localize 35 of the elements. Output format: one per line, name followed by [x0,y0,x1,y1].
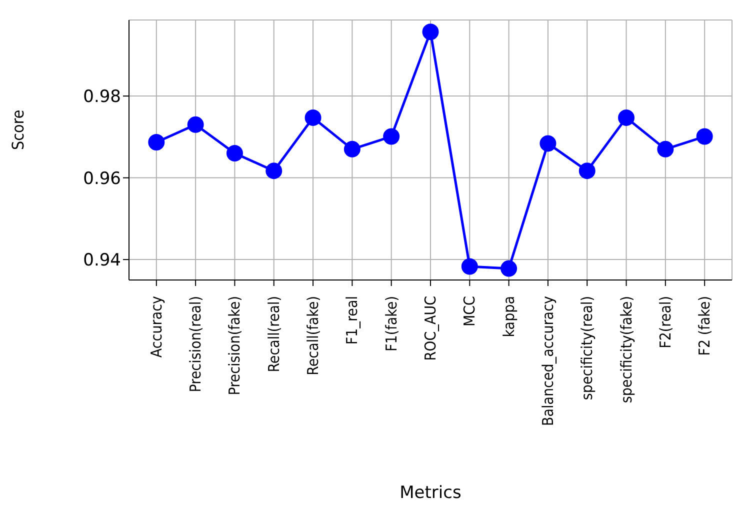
x-axis-title: Metrics [400,483,462,503]
point [422,24,439,40]
point [461,258,478,275]
x-tick-label: specificity(real) [578,296,596,400]
y-axis-title: Score [8,110,28,150]
y-tick-label: 0.98 [83,87,121,108]
point [266,162,282,180]
point [540,135,556,152]
x-tick-label: specificity(fake) [617,296,636,404]
x-tick-label: Recall(fake) [304,296,322,376]
point [383,128,400,145]
x-tick-label: Precision(real) [186,296,205,392]
x-tick-label: F1(fake) [382,296,400,352]
point [657,140,674,158]
x-tick-label: Recall(real) [264,296,283,372]
point [618,109,635,126]
point [696,128,713,145]
x-tick-label: F2 (fake) [696,296,714,356]
point [500,260,518,277]
x-tick-label: Balanced_accuracy [538,296,557,426]
y-tick-label: 0.96 [83,168,121,189]
x-tick-label: MCC [460,296,479,326]
y-tick-label: 0.94 [83,250,121,271]
x-tick-label: F2(real) [656,296,674,348]
x-tick-label: Precision(fake) [226,296,244,396]
point [344,140,360,158]
x-tick-label: F1_real [343,296,362,345]
point [148,134,165,150]
point [304,109,322,126]
x-tick-label: ROC_AUC [422,296,440,361]
point [187,116,204,133]
x-tick-label: Accuracy [147,296,166,358]
x-tick-label: kappa [500,296,518,338]
point [226,145,243,162]
point [578,162,596,180]
